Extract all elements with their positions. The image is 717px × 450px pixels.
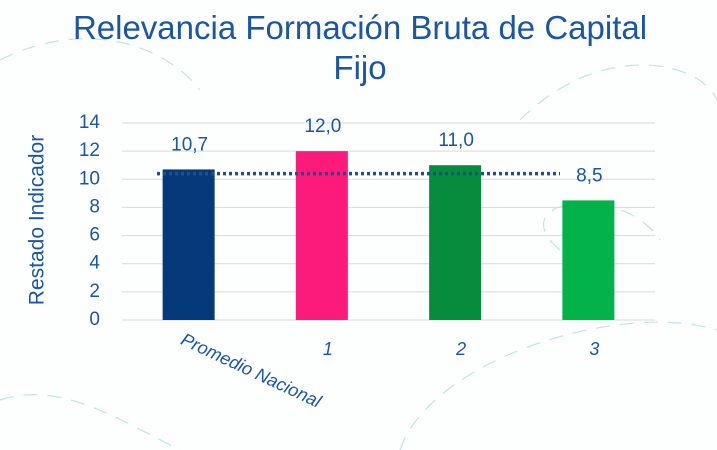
bar bbox=[163, 169, 215, 320]
page: Restado Indicador 0246810121410,7Promedi… bbox=[0, 0, 717, 450]
y-tick-label: 8 bbox=[89, 196, 100, 217]
value-label: 10,7 bbox=[171, 134, 208, 155]
y-tick-label: 12 bbox=[79, 140, 100, 161]
value-label: 11,0 bbox=[438, 130, 474, 151]
bar bbox=[296, 151, 348, 320]
chart-title: Relevancia Formación Bruta de Capital Fi… bbox=[60, 8, 660, 88]
y-tick-label: 10 bbox=[79, 168, 100, 189]
y-tick-label: 14 bbox=[79, 112, 101, 133]
y-tick-label: 6 bbox=[89, 225, 100, 246]
value-label: 12,0 bbox=[304, 116, 341, 137]
x-tick-label: 1 bbox=[323, 339, 333, 359]
bar bbox=[562, 200, 614, 320]
value-label: 8,5 bbox=[576, 165, 602, 186]
y-tick-label: 0 bbox=[89, 309, 100, 330]
y-tick-label: 4 bbox=[89, 253, 100, 274]
y-tick-label: 2 bbox=[89, 281, 100, 302]
bar bbox=[429, 165, 481, 320]
y-axis-label: Restado Indicador bbox=[26, 135, 49, 305]
x-tick-label: 3 bbox=[589, 339, 599, 359]
x-tick-label: 2 bbox=[455, 339, 466, 359]
x-tick-label: Promedio Nacional bbox=[178, 329, 325, 412]
